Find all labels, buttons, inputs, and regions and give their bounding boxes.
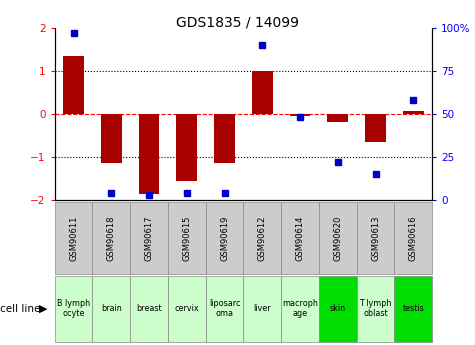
- Text: GSM90618: GSM90618: [107, 215, 116, 261]
- Text: GSM90612: GSM90612: [258, 215, 267, 261]
- Bar: [243, 276, 281, 342]
- Bar: [281, 202, 319, 274]
- Text: GSM90615: GSM90615: [182, 215, 191, 261]
- Bar: [206, 276, 243, 342]
- Text: GSM90620: GSM90620: [333, 215, 342, 261]
- Bar: [139, 114, 160, 194]
- Text: B lymph
ocyte: B lymph ocyte: [57, 299, 90, 318]
- Bar: [243, 202, 281, 274]
- Bar: [357, 276, 394, 342]
- Text: brain: brain: [101, 304, 122, 313]
- Bar: [55, 276, 92, 342]
- Bar: [176, 114, 197, 181]
- Text: GSM90611: GSM90611: [69, 215, 78, 261]
- Bar: [168, 276, 206, 342]
- Bar: [130, 202, 168, 274]
- Text: macroph
age: macroph age: [282, 299, 318, 318]
- Bar: [395, 202, 432, 274]
- Text: cell line: cell line: [0, 304, 41, 314]
- Text: GSM90613: GSM90613: [371, 215, 380, 261]
- Text: GSM90619: GSM90619: [220, 215, 229, 261]
- Bar: [252, 71, 273, 114]
- Bar: [206, 202, 243, 274]
- Text: T lymph
oblast: T lymph oblast: [360, 299, 392, 318]
- Text: GSM90617: GSM90617: [144, 215, 153, 261]
- Bar: [319, 202, 357, 274]
- Text: testis: testis: [402, 304, 424, 313]
- Bar: [168, 202, 206, 274]
- Bar: [357, 202, 394, 274]
- Bar: [55, 202, 92, 274]
- Text: GSM90616: GSM90616: [409, 215, 418, 261]
- Bar: [63, 56, 84, 114]
- Bar: [319, 276, 357, 342]
- Text: liposarc
oma: liposarc oma: [209, 299, 240, 318]
- Text: ▶: ▶: [39, 304, 48, 314]
- Text: liver: liver: [254, 304, 271, 313]
- Bar: [92, 276, 130, 342]
- Bar: [92, 202, 130, 274]
- Bar: [214, 114, 235, 164]
- Bar: [290, 114, 311, 116]
- Bar: [327, 114, 348, 122]
- Text: GSM90614: GSM90614: [295, 215, 304, 261]
- Bar: [281, 276, 319, 342]
- Text: breast: breast: [136, 304, 162, 313]
- Bar: [130, 276, 168, 342]
- Bar: [365, 114, 386, 142]
- Bar: [101, 114, 122, 164]
- Text: skin: skin: [330, 304, 346, 313]
- Bar: [403, 111, 424, 114]
- Bar: [395, 276, 432, 342]
- Text: cervix: cervix: [174, 304, 199, 313]
- Text: GDS1835 / 14099: GDS1835 / 14099: [176, 16, 299, 30]
